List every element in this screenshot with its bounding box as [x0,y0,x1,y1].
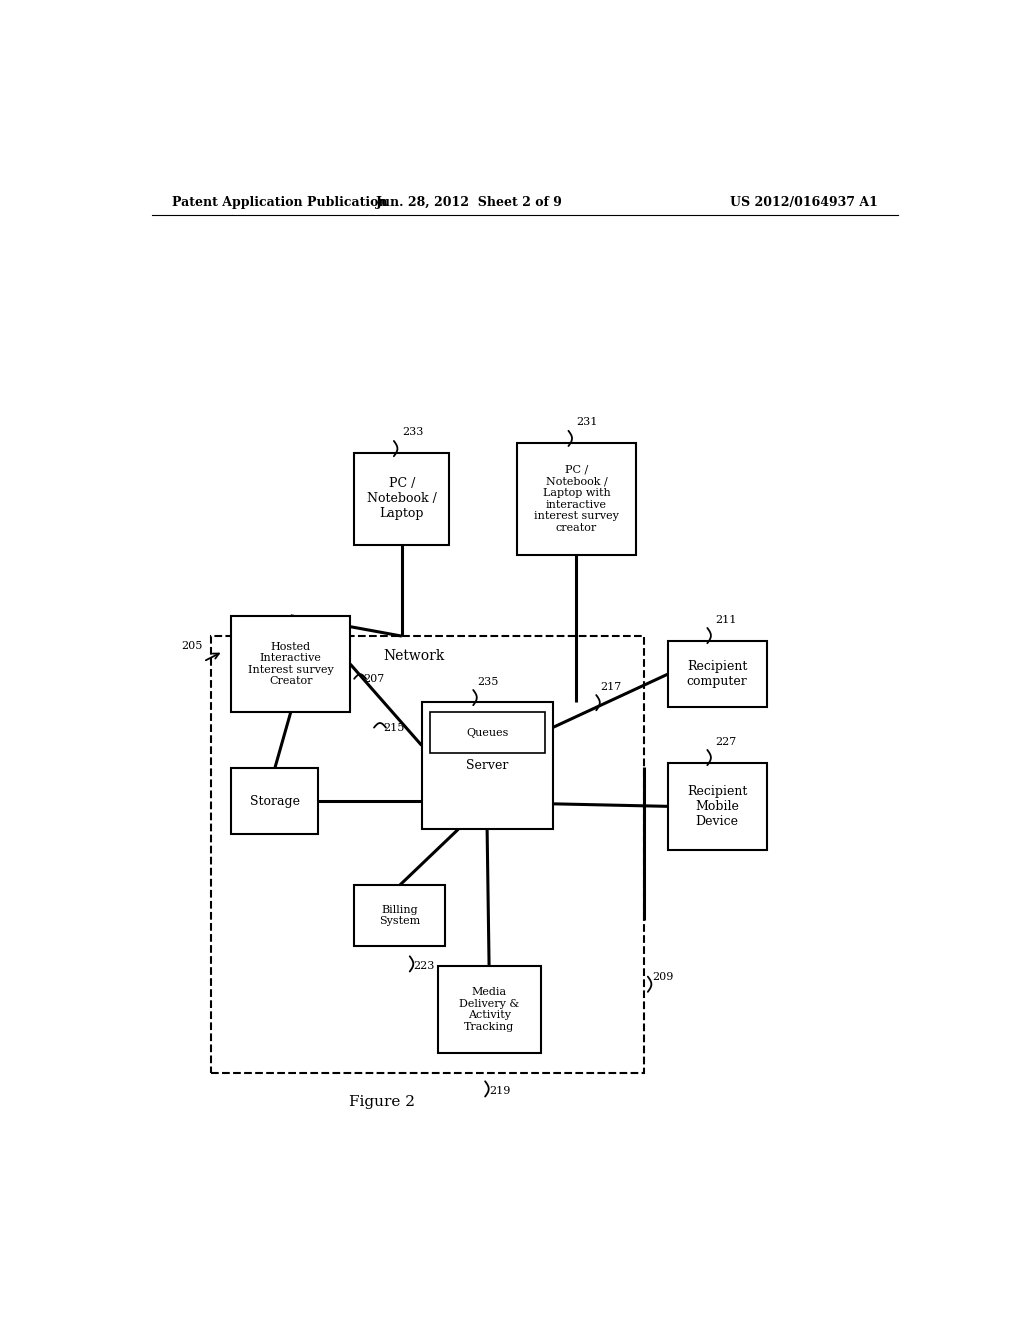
FancyBboxPatch shape [422,702,553,829]
Text: 215: 215 [384,722,404,733]
Text: Network: Network [383,649,444,664]
FancyBboxPatch shape [437,966,541,1053]
Text: Hosted
Interactive
Interest survey
Creator: Hosted Interactive Interest survey Creat… [248,642,334,686]
FancyBboxPatch shape [668,763,767,850]
Text: 217: 217 [600,682,622,692]
Text: 231: 231 [577,417,598,426]
Text: 223: 223 [414,961,435,972]
Text: 211: 211 [715,615,736,624]
Text: 233: 233 [401,426,423,437]
Text: US 2012/0164937 A1: US 2012/0164937 A1 [730,195,878,209]
Text: 227: 227 [715,737,736,747]
FancyBboxPatch shape [211,636,644,1073]
Text: Figure 2: Figure 2 [349,1094,415,1109]
Text: Recipient
Mobile
Device: Recipient Mobile Device [687,785,748,828]
Text: 209: 209 [652,972,673,982]
Text: Recipient
computer: Recipient computer [687,660,748,688]
Text: Storage: Storage [250,795,300,808]
Text: PC /
Notebook /
Laptop with
interactive
interest survey
creator: PC / Notebook / Laptop with interactive … [534,465,618,533]
FancyBboxPatch shape [354,886,445,946]
Text: Media
Delivery &
Activity
Tracking: Media Delivery & Activity Tracking [459,987,519,1032]
Text: PC /
Notebook /
Laptop: PC / Notebook / Laptop [367,478,436,520]
Text: 205: 205 [181,642,202,651]
FancyBboxPatch shape [430,713,545,752]
Text: Jun. 28, 2012  Sheet 2 of 9: Jun. 28, 2012 Sheet 2 of 9 [376,195,562,209]
Text: 207: 207 [364,673,385,684]
FancyBboxPatch shape [231,768,318,834]
Text: 219: 219 [489,1086,510,1097]
FancyBboxPatch shape [231,615,350,713]
FancyBboxPatch shape [517,444,636,554]
FancyBboxPatch shape [354,453,450,545]
Text: Queues: Queues [466,727,508,738]
FancyBboxPatch shape [668,642,767,708]
Text: Patent Application Publication: Patent Application Publication [172,195,387,209]
Text: 235: 235 [477,677,499,686]
Text: Billing
System: Billing System [379,904,421,927]
Text: Server: Server [466,759,508,772]
